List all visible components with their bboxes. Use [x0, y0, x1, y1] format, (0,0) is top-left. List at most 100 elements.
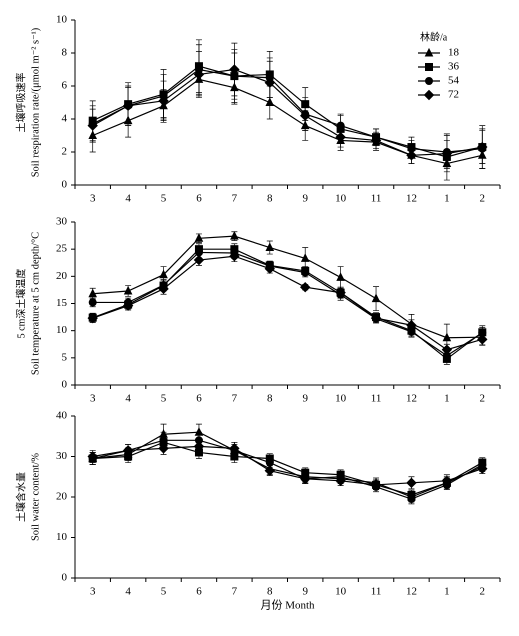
y-tick-label: 0 [62, 379, 68, 391]
marker [441, 344, 453, 355]
x-tick-label: 10 [335, 193, 347, 205]
marker [122, 445, 134, 456]
y-tick-label: 10 [56, 324, 68, 336]
y-tick-label: 6 [62, 80, 68, 92]
marker [406, 320, 417, 331]
marker [441, 475, 453, 487]
y-tick-label: 0 [62, 179, 68, 191]
x-tick-label: 6 [196, 393, 202, 405]
marker [264, 263, 275, 274]
x-tick-label: 7 [232, 586, 238, 598]
marker [300, 281, 311, 293]
marker [300, 253, 310, 262]
legend-label: 18 [448, 47, 460, 59]
marker [87, 312, 98, 324]
legend-label: 54 [448, 75, 460, 87]
marker [193, 254, 205, 266]
marker [87, 120, 98, 131]
x-tick-label: 8 [267, 193, 273, 205]
x-tick-label: 10 [335, 586, 347, 598]
series-line [92, 248, 483, 360]
x-tick-label: 12 [406, 586, 417, 598]
x-tick-label: 6 [196, 193, 202, 205]
marker [300, 473, 311, 484]
marker [122, 300, 134, 311]
y-axis-label: Soil water content/% [30, 453, 41, 541]
marker [425, 63, 433, 71]
marker [88, 288, 98, 298]
marker [477, 334, 488, 345]
marker [158, 95, 169, 107]
y-tick-label: 2 [62, 146, 68, 158]
x-tick-label: 5 [161, 393, 167, 405]
x-tick-label: 11 [371, 393, 382, 405]
marker [370, 479, 382, 491]
legend-title: 林龄/a [420, 30, 448, 43]
y-tick-label: 20 [56, 270, 68, 282]
marker [335, 475, 346, 487]
series-line [92, 431, 483, 498]
y-tick-label: 40 [56, 410, 68, 422]
x-tick-label: 4 [125, 586, 131, 598]
x-tick-label: 2 [480, 586, 486, 598]
y-tick-label: 30 [56, 216, 68, 228]
x-tick-label: 7 [232, 393, 238, 405]
x-tick-label: 9 [302, 193, 308, 205]
x-tick-label: 2 [480, 193, 486, 205]
marker [335, 131, 346, 143]
series-line [92, 439, 483, 500]
x-tick-label: 5 [161, 193, 167, 205]
marker [193, 69, 205, 80]
series-line [92, 78, 483, 165]
x-tick-label: 3 [90, 193, 96, 205]
marker [159, 269, 168, 279]
y-axis-label: Soil respiration rate/(μmol m⁻² s⁻¹) [30, 27, 41, 177]
x-tick-label: 3 [90, 586, 96, 598]
marker [301, 268, 310, 277]
x-tick-label: 1 [444, 193, 450, 205]
marker [370, 135, 382, 146]
marker [229, 443, 240, 454]
x-tick-label: 10 [335, 393, 347, 405]
series-line [92, 445, 483, 486]
x-axis-label: 月份 Month [260, 599, 315, 612]
x-tick-label: 12 [406, 193, 417, 205]
x-tick-label: 11 [371, 586, 382, 598]
series-line [92, 68, 483, 156]
x-tick-label: 9 [302, 393, 308, 405]
x-tick-label: 2 [480, 393, 486, 405]
y-tick-label: 15 [56, 297, 68, 309]
y-tick-label: 30 [56, 450, 68, 462]
legend-label: 36 [448, 61, 460, 73]
x-tick-label: 9 [302, 586, 308, 598]
marker [229, 64, 240, 75]
y-axis-label: Soil temperature at 5 cm depth/°C [30, 232, 41, 375]
marker [122, 100, 134, 112]
y-tick-label: 0 [62, 572, 68, 584]
marker [371, 293, 381, 303]
x-tick-label: 5 [161, 586, 167, 598]
y-tick-label: 5 [62, 351, 68, 363]
marker [335, 287, 346, 298]
series-line [92, 251, 483, 357]
marker [424, 47, 434, 57]
marker [265, 458, 274, 467]
marker [193, 441, 205, 452]
x-tick-label: 1 [444, 586, 450, 598]
x-tick-label: 4 [125, 393, 131, 405]
x-tick-label: 6 [196, 586, 202, 598]
marker [158, 443, 169, 454]
marker [406, 477, 417, 489]
legend-label: 72 [448, 89, 459, 101]
marker [158, 283, 169, 295]
y-tick-label: 25 [56, 243, 68, 255]
marker [425, 77, 433, 85]
y-tick-label: 10 [56, 531, 68, 543]
marker [264, 465, 275, 476]
y-tick-label: 8 [62, 47, 68, 59]
marker [265, 242, 275, 252]
marker [264, 77, 275, 88]
marker [194, 233, 204, 242]
marker [441, 148, 453, 159]
